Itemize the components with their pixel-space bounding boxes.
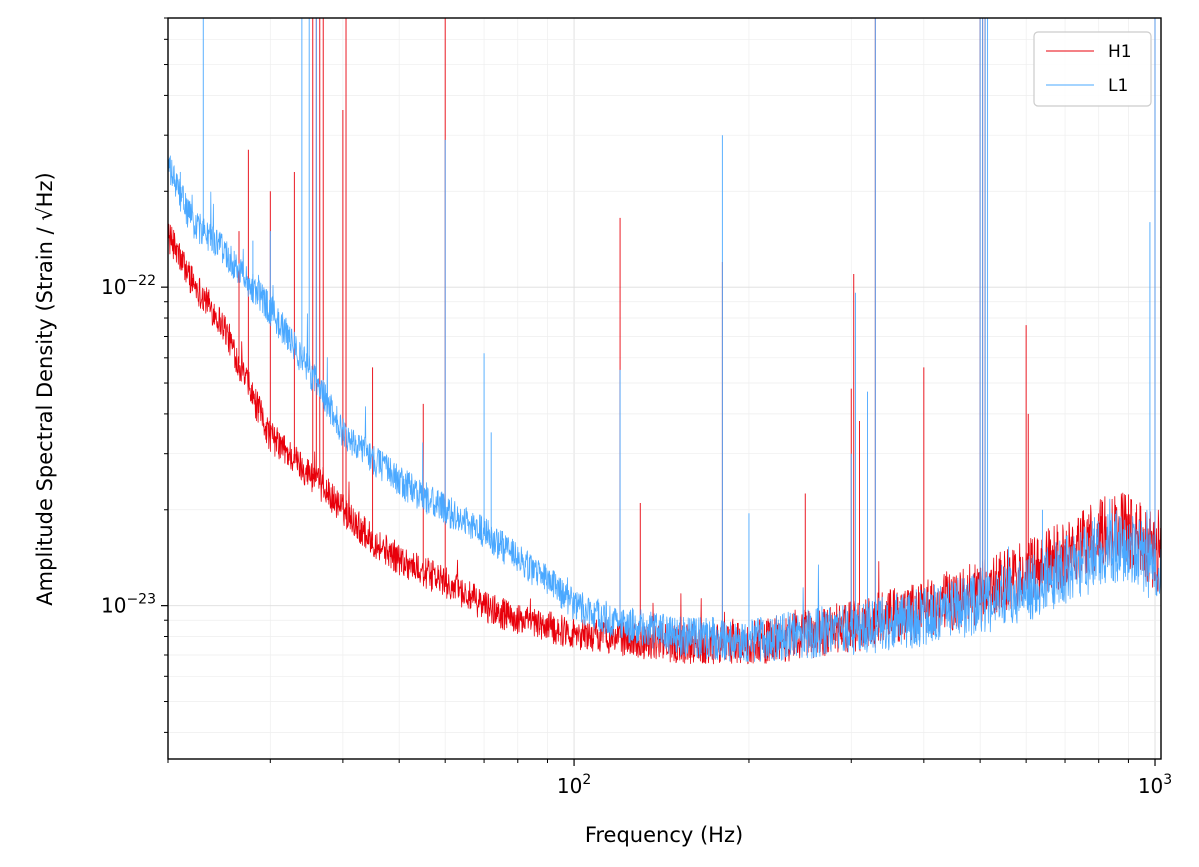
y-tick-label: 10−22: [101, 273, 156, 299]
legend-box: [1033, 31, 1152, 107]
x-tick-exponent: 3: [1163, 772, 1172, 788]
x-tick-label: 103: [1138, 772, 1172, 798]
x-tick-label: 102: [557, 772, 591, 798]
series-l1: [168, 18, 1161, 662]
legend-label-l1: L1: [1108, 76, 1128, 96]
y-tick-exponent: −23: [126, 592, 156, 608]
legend: H1 L1: [1033, 31, 1152, 107]
y-axis-label: Amplitude Spectral Density (Strain / √Hz…: [33, 172, 57, 605]
series-line-l1: [168, 155, 1161, 662]
y-tick-label: 10−23: [101, 592, 156, 618]
y-tick-exponent: −22: [126, 273, 156, 289]
series-layer: [168, 18, 1161, 665]
legend-label-h1: H1: [1108, 42, 1132, 62]
plot-frame: [167, 17, 1162, 760]
x-tick-exponent: 2: [582, 772, 591, 788]
x-axis-label: Frequency (Hz): [585, 823, 743, 847]
